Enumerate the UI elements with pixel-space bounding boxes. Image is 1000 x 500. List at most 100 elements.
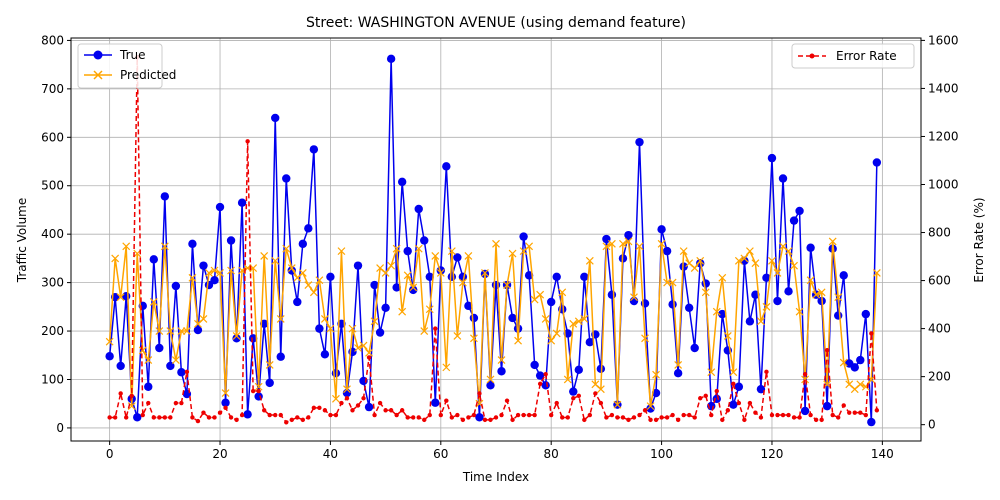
point-predicted [260, 252, 269, 260]
point-error-rate [753, 410, 758, 415]
point-error-rate [355, 403, 361, 408]
point-true [867, 417, 876, 427]
y2-tick-label: 1000 [928, 178, 959, 192]
point-true [155, 343, 164, 353]
point-predicted [387, 261, 396, 270]
point-predicted [481, 268, 489, 277]
point-predicted [138, 346, 147, 355]
point-predicted [116, 293, 125, 302]
point-error-rate [416, 415, 421, 420]
point-predicted [403, 271, 412, 280]
point-predicted [525, 242, 534, 251]
point-predicted [812, 290, 821, 299]
point-true [364, 402, 374, 412]
legend-true-marker [93, 50, 103, 60]
legend-error-marker [809, 53, 815, 59]
point-predicted [690, 264, 699, 273]
point-error-rate [405, 415, 410, 420]
point-true [188, 239, 197, 249]
point-true [353, 261, 363, 270]
point-predicted [635, 242, 644, 251]
point-error-rate [537, 381, 543, 387]
plot-frame [70, 37, 922, 442]
point-true [160, 192, 170, 201]
point-true [475, 413, 484, 422]
series-predicted [105, 237, 881, 411]
point-error-rate [300, 417, 306, 423]
point-predicted [602, 242, 611, 251]
point-predicted [326, 324, 335, 333]
point-true [585, 337, 595, 347]
point-error-rate [361, 396, 366, 401]
y-tick-label: 400 [41, 227, 64, 241]
y-axis-label: Traffic Volume [15, 198, 29, 284]
point-error-rate [284, 420, 289, 425]
point-predicted [569, 319, 578, 328]
point-error-rate [836, 415, 841, 420]
point-error-rate [797, 415, 802, 420]
point-error-rate [582, 417, 587, 423]
point-true [326, 272, 335, 281]
point-true [795, 206, 804, 216]
point-true [265, 378, 274, 388]
point-predicted [508, 249, 517, 258]
point-error-rate [118, 391, 123, 396]
point-error-rate [344, 396, 350, 401]
point-true [778, 174, 788, 183]
point-predicted [745, 247, 754, 256]
point-predicted [646, 402, 655, 411]
point-error-rate [460, 417, 466, 423]
point-true [519, 232, 528, 241]
point-predicted [458, 278, 467, 287]
point-error-rate [267, 412, 272, 418]
point-predicted [790, 261, 798, 270]
y-tick-label: 300 [41, 276, 64, 290]
legend-right: Error Rate [791, 43, 915, 69]
point-error-rate [184, 369, 190, 375]
point-error-rate [482, 417, 488, 423]
point-error-rate [631, 415, 637, 420]
point-predicted [541, 315, 550, 323]
point-predicted [630, 293, 638, 302]
point-error-rate [642, 408, 648, 413]
point-error-rate [869, 331, 874, 336]
point-predicted [425, 305, 434, 314]
x-tick-label: 100 [650, 447, 673, 461]
point-error-rate [112, 415, 118, 420]
point-error-rate [388, 408, 394, 413]
point-true [210, 275, 219, 285]
point-error-rate [289, 417, 294, 423]
point-true [767, 153, 777, 163]
chart-title: Street: WASHINGTON AVENUE (using demand … [306, 15, 686, 31]
point-error-rate [731, 381, 736, 387]
y2-tick-label: 800 [928, 226, 951, 240]
point-predicted [210, 266, 219, 275]
point-predicted [431, 252, 440, 260]
point-error-rate [250, 388, 256, 394]
point-predicted [287, 264, 296, 273]
point-error-rate [377, 400, 383, 406]
point-true [762, 273, 771, 282]
point-predicted [343, 385, 351, 394]
point-true [392, 283, 401, 292]
point-error-rate [648, 417, 653, 423]
point-true [105, 352, 114, 361]
point-error-rate [162, 415, 168, 420]
point-true [773, 296, 782, 306]
point-error-rate [609, 412, 615, 418]
point-error-rate [526, 412, 532, 418]
point-predicted [365, 348, 373, 357]
point-predicted [160, 242, 169, 251]
point-predicted [144, 356, 153, 365]
point-error-rate [333, 412, 339, 418]
point-error-rate [179, 400, 184, 406]
point-error-rate [515, 412, 521, 418]
point-true [800, 406, 810, 416]
point-predicted [177, 327, 186, 335]
point-predicted [276, 315, 285, 323]
point-predicted [547, 336, 556, 345]
point-predicted [442, 363, 451, 372]
point-error-rate [742, 417, 747, 423]
point-true [386, 54, 396, 64]
point-error-rate [775, 412, 780, 418]
